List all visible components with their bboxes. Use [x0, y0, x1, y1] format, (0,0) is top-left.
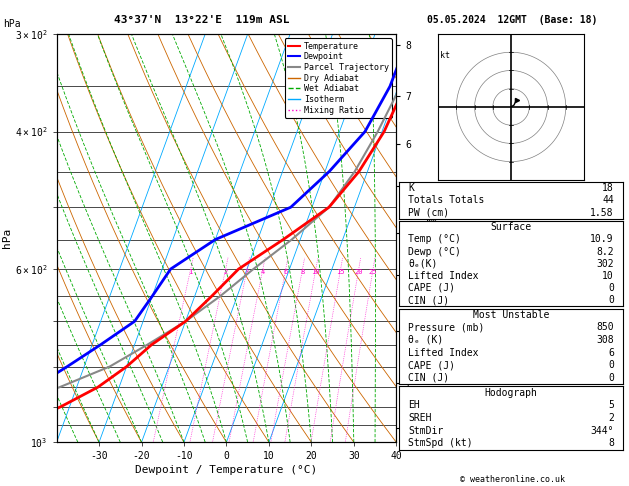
Text: 25: 25 — [369, 269, 377, 275]
Text: 4: 4 — [261, 269, 265, 275]
Text: 8.2: 8.2 — [596, 246, 614, 257]
Text: hPa: hPa — [3, 19, 21, 30]
Text: 44: 44 — [602, 195, 614, 206]
Y-axis label: km
ASL: km ASL — [426, 217, 443, 238]
Text: Hodograph: Hodograph — [484, 388, 538, 398]
Text: SREH: SREH — [408, 413, 432, 423]
Text: 1.58: 1.58 — [590, 208, 614, 218]
Text: 302: 302 — [596, 259, 614, 269]
Text: 0: 0 — [608, 360, 614, 370]
Text: 8: 8 — [301, 269, 304, 275]
Text: 344°: 344° — [590, 426, 614, 435]
Text: 6: 6 — [608, 347, 614, 358]
Text: 10: 10 — [602, 271, 614, 281]
Text: 05.05.2024  12GMT  (Base: 18): 05.05.2024 12GMT (Base: 18) — [428, 15, 598, 25]
Text: θₑ (K): θₑ (K) — [408, 335, 443, 345]
Text: CIN (J): CIN (J) — [408, 295, 450, 305]
Text: Pressure (mb): Pressure (mb) — [408, 322, 485, 332]
Text: 8: 8 — [608, 438, 614, 448]
Text: 18: 18 — [602, 183, 614, 193]
Text: 10.9: 10.9 — [590, 234, 614, 244]
Text: 3: 3 — [245, 269, 249, 275]
Text: Lifted Index: Lifted Index — [408, 271, 479, 281]
Text: 850: 850 — [596, 322, 614, 332]
Text: K: K — [408, 183, 415, 193]
Text: Temp (°C): Temp (°C) — [408, 234, 461, 244]
Text: StmDir: StmDir — [408, 426, 443, 435]
Text: 15: 15 — [337, 269, 345, 275]
Text: 0: 0 — [608, 295, 614, 305]
Y-axis label: hPa: hPa — [2, 228, 12, 248]
Text: 2: 2 — [608, 413, 614, 423]
Text: θₑ(K): θₑ(K) — [408, 259, 438, 269]
Text: 10: 10 — [311, 269, 320, 275]
Text: Totals Totals: Totals Totals — [408, 195, 485, 206]
Text: kt: kt — [440, 52, 450, 60]
Text: 1: 1 — [189, 269, 193, 275]
Text: 5: 5 — [608, 400, 614, 410]
X-axis label: Dewpoint / Temperature (°C): Dewpoint / Temperature (°C) — [135, 466, 318, 475]
Text: 0: 0 — [608, 373, 614, 382]
Text: Surface: Surface — [491, 222, 532, 232]
Text: CIN (J): CIN (J) — [408, 373, 450, 382]
Text: 2: 2 — [223, 269, 228, 275]
Text: Most Unstable: Most Unstable — [473, 310, 549, 320]
Text: Dewp (°C): Dewp (°C) — [408, 246, 461, 257]
Text: Lifted Index: Lifted Index — [408, 347, 479, 358]
Text: CAPE (J): CAPE (J) — [408, 360, 455, 370]
Text: 43°37'N  13°22'E  119m ASL: 43°37'N 13°22'E 119m ASL — [113, 15, 289, 25]
Text: PW (cm): PW (cm) — [408, 208, 450, 218]
Text: StmSpd (kt): StmSpd (kt) — [408, 438, 473, 448]
Text: 20: 20 — [355, 269, 363, 275]
Legend: Temperature, Dewpoint, Parcel Trajectory, Dry Adiabat, Wet Adiabat, Isotherm, Mi: Temperature, Dewpoint, Parcel Trajectory… — [284, 38, 392, 118]
Text: 6: 6 — [284, 269, 288, 275]
Text: EH: EH — [408, 400, 420, 410]
Text: CAPE (J): CAPE (J) — [408, 283, 455, 293]
Text: 0: 0 — [608, 283, 614, 293]
Text: © weatheronline.co.uk: © weatheronline.co.uk — [460, 474, 565, 484]
Text: 308: 308 — [596, 335, 614, 345]
